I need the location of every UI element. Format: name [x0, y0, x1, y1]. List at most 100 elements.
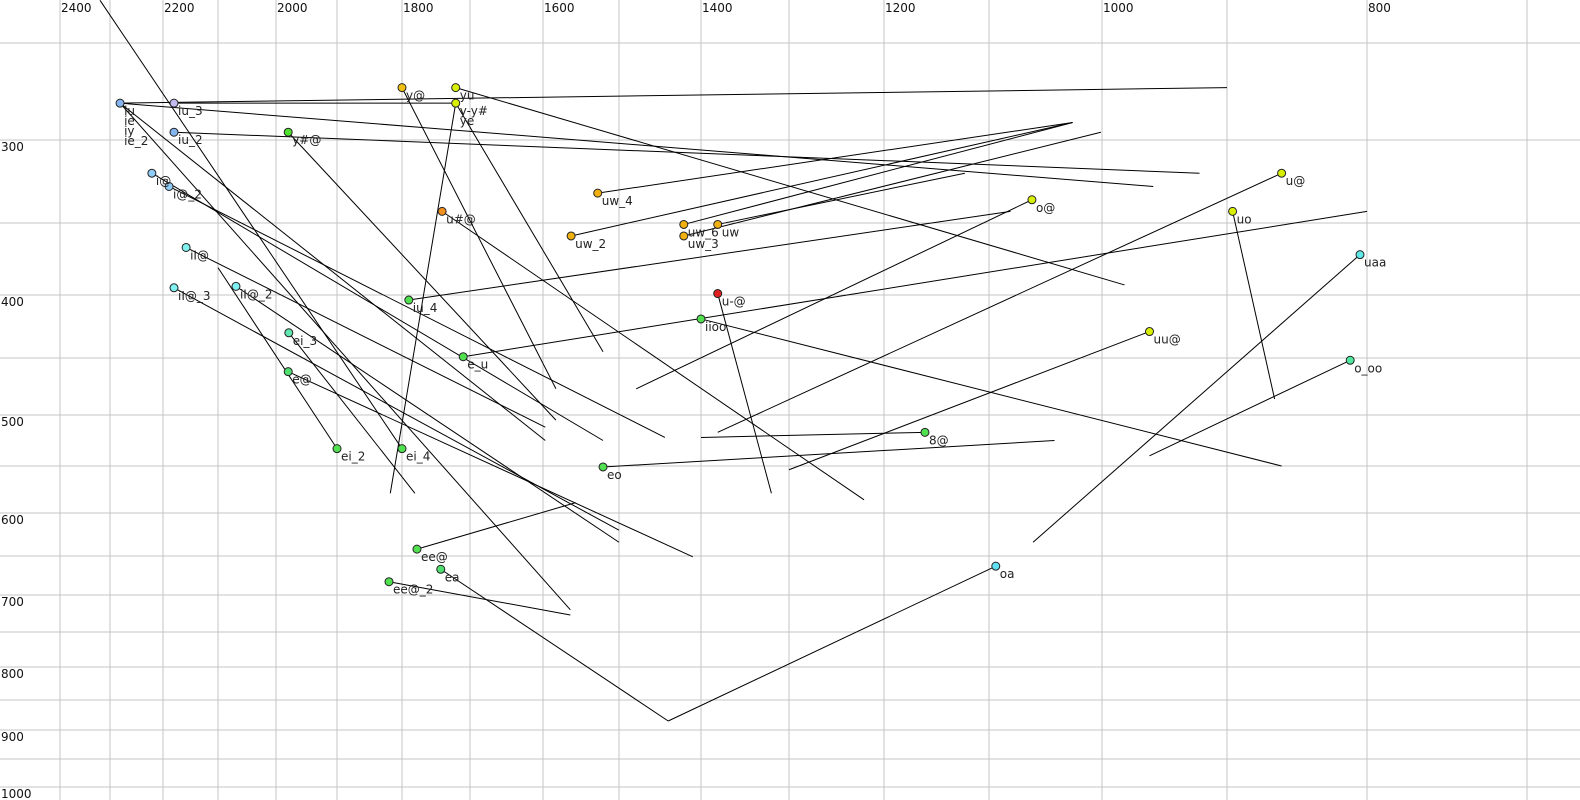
- trajectory-line: [717, 293, 772, 494]
- data-point: [920, 427, 930, 437]
- point-label: y-y#: [460, 104, 488, 118]
- point-label: ei_2: [341, 450, 365, 464]
- data-point: [1345, 355, 1355, 365]
- point-label: i@: [156, 174, 171, 188]
- point-label: u#@: [446, 212, 476, 226]
- y-tick-label: 700: [1, 595, 24, 609]
- x-tick-label: 1600: [544, 1, 575, 15]
- data-point: [598, 462, 608, 472]
- trajectory-line: [667, 565, 996, 722]
- data-point: [404, 295, 414, 305]
- point-label: yu: [460, 89, 475, 103]
- data-point: [451, 83, 461, 93]
- data-point: [397, 444, 407, 454]
- trajectory-line: [185, 247, 546, 428]
- point-label: iI@_3: [178, 289, 211, 303]
- data-point: [115, 98, 125, 108]
- y-tick-label: 300: [1, 140, 24, 154]
- point-label: y#@: [292, 133, 321, 147]
- data-point: [181, 242, 191, 252]
- data-point: [147, 168, 157, 178]
- data-point: [284, 328, 294, 338]
- point-label: u-@: [722, 295, 746, 309]
- data-point: [991, 561, 1001, 571]
- trajectory-line: [151, 172, 604, 441]
- trajectory-line: [173, 131, 1200, 174]
- data-point: [1228, 206, 1238, 216]
- trajectory-line: [401, 87, 557, 390]
- data-point: [412, 544, 422, 554]
- trajectory-line: [571, 122, 1073, 237]
- point-label: ee@: [421, 550, 448, 564]
- data-point: [1355, 250, 1365, 260]
- trajectory-line: [700, 431, 925, 438]
- x-tick-label: 2400: [61, 1, 92, 15]
- trajectory-line: [168, 186, 666, 438]
- y-tick-label: 900: [1, 730, 24, 744]
- trajectory-line: [120, 102, 1154, 187]
- point-label: e_u: [467, 358, 488, 372]
- trajectory-line: [99, 0, 403, 449]
- axis-ticks: 2400 2200 2000 1800 1600 1400 1200 1000 800 300 40…: [1, 1, 1391, 800]
- point-label: iu: [124, 104, 135, 118]
- x-tick-label: 1400: [702, 1, 733, 15]
- y-tick-label: 400: [1, 295, 24, 309]
- data-point: [397, 83, 407, 93]
- point-label: ea: [445, 570, 460, 584]
- trajectory-line: [1232, 211, 1276, 400]
- point-label: ie: [124, 114, 135, 128]
- y-tick-label: 1000: [1, 787, 32, 800]
- trajectory-line: [788, 331, 1150, 471]
- trajectory-line: [287, 371, 694, 558]
- point-label: u@: [1286, 174, 1306, 188]
- point-label: iu_4: [413, 301, 438, 315]
- point-label: uo: [1237, 212, 1252, 226]
- x-tick-label: 1800: [403, 1, 434, 15]
- point-label: uw: [722, 225, 740, 239]
- data-point: [679, 231, 689, 241]
- trajectory-line: [441, 210, 865, 501]
- data-point: [169, 127, 179, 137]
- data-point: [566, 231, 576, 241]
- trajectory-line: [1032, 254, 1361, 543]
- trajectory-line: [416, 502, 576, 550]
- point-label: uw_3: [688, 237, 719, 251]
- point-label: iu_3: [178, 104, 203, 118]
- point-label: uu@: [1154, 333, 1181, 347]
- data-point: [1277, 168, 1287, 178]
- x-tick-label: 800: [1368, 1, 1391, 15]
- trajectory-line: [717, 172, 965, 225]
- trajectory-line: [287, 131, 557, 421]
- trajectory-line: [440, 568, 669, 722]
- y-tick-label: 500: [1, 415, 24, 429]
- point-label: i@_2: [173, 187, 202, 201]
- point-label: uw_4: [602, 194, 633, 208]
- trajectory-line: [636, 199, 1033, 390]
- point-label: 8@: [929, 433, 949, 447]
- point-label: ie_2: [124, 134, 148, 148]
- x-tick-label: 2000: [277, 1, 308, 15]
- point-label: iioo: [705, 320, 726, 334]
- data-point: [451, 98, 461, 108]
- data-point: [231, 281, 241, 291]
- data-point: [679, 219, 689, 229]
- point-label: iu_2: [178, 133, 203, 147]
- point-label: ye: [460, 114, 474, 128]
- point-label: oa: [1000, 567, 1015, 581]
- trajectory-line: [120, 87, 1228, 104]
- trajectory-line: [119, 102, 571, 611]
- trajectory-line: [119, 102, 546, 441]
- trajectory-line: [683, 131, 1101, 237]
- data-point: [384, 577, 394, 587]
- data-point: [283, 367, 293, 377]
- trajectory-line: [388, 581, 571, 616]
- point-label: o@: [1036, 201, 1055, 215]
- data-point: [1145, 327, 1154, 337]
- y-tick-label: 600: [1, 513, 24, 527]
- point-label: eo: [607, 468, 622, 482]
- trajectory-line: [1149, 359, 1351, 457]
- point-label: uaa: [1364, 256, 1386, 270]
